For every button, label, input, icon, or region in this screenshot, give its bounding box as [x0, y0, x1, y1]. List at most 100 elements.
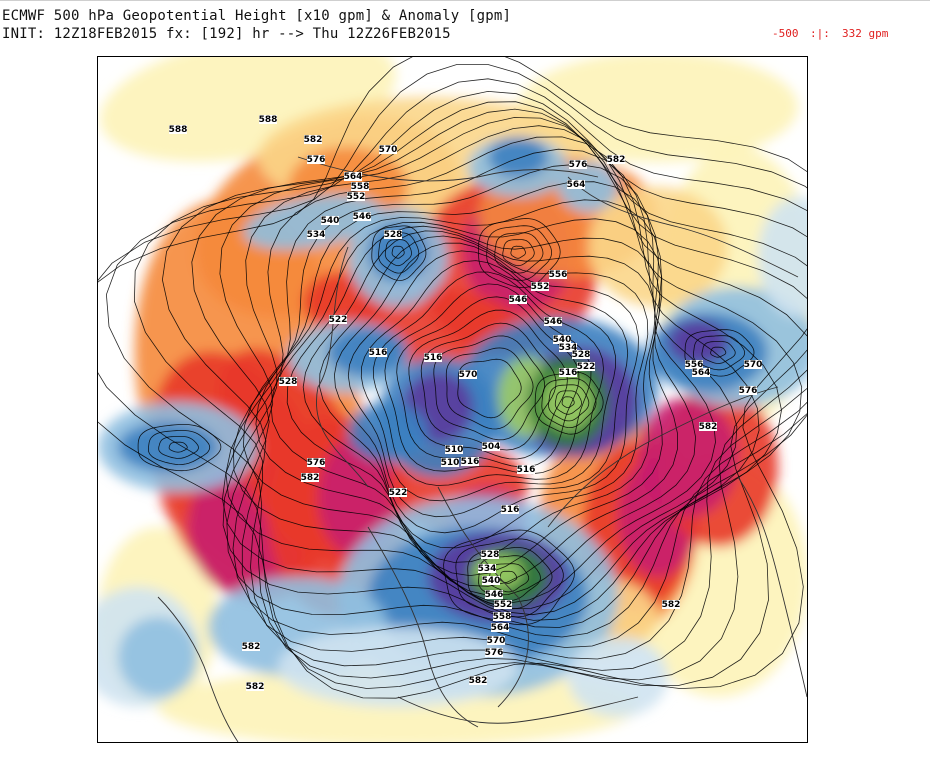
contour-label: 540 [482, 576, 501, 586]
anomaly-range-min: -500 [772, 27, 799, 40]
contour-label: 552 [494, 600, 513, 610]
anomaly-shading [98, 57, 807, 742]
contour-label: 546 [509, 295, 527, 305]
contour-label: 534 [307, 230, 326, 240]
contour-label: 582 [607, 155, 626, 165]
svg-text:582: 582 [304, 135, 323, 145]
contour-label: 582 [242, 642, 261, 652]
forecast-map: 588 588 582 576 570 564 558 552 546 540 534 528 522 5… [97, 56, 808, 743]
svg-text:516: 516 [517, 465, 536, 475]
svg-text:552: 552 [531, 282, 550, 292]
contour-label: 552 [531, 282, 550, 292]
contour-label: 510 [445, 445, 464, 455]
contour-label: 534 [559, 343, 578, 353]
svg-text:534: 534 [559, 343, 578, 353]
svg-text:570: 570 [459, 370, 478, 380]
contour-label: 558 [351, 182, 369, 192]
contour-label: 558 [493, 612, 512, 622]
svg-text:556: 556 [549, 270, 568, 280]
contour-label: 576 [307, 458, 326, 468]
svg-text:528: 528 [384, 230, 403, 240]
svg-text:552: 552 [494, 600, 513, 610]
svg-text:510: 510 [441, 458, 460, 468]
svg-text:516: 516 [559, 368, 578, 378]
svg-text:582: 582 [246, 682, 265, 692]
contour-label: 546 [544, 317, 563, 327]
contour-label: 570 [487, 636, 506, 646]
svg-text:570: 570 [744, 360, 763, 370]
svg-text:546: 546 [544, 317, 563, 327]
svg-text:522: 522 [329, 315, 348, 325]
contour-label: 522 [329, 315, 348, 325]
svg-text:540: 540 [553, 335, 572, 345]
contour-label: 522 [389, 488, 408, 498]
svg-text:540: 540 [482, 576, 501, 586]
contour-label: 564 [344, 172, 362, 182]
contour-label: 516 [559, 368, 578, 378]
svg-text:510: 510 [445, 445, 464, 455]
svg-text:534: 534 [478, 564, 497, 574]
svg-text:522: 522 [389, 488, 408, 498]
svg-text:534: 534 [307, 230, 326, 240]
contour-label: 528 [384, 230, 403, 240]
svg-text:570: 570 [379, 145, 398, 155]
contour-label: 546 [353, 212, 372, 222]
contour-label: 516 [461, 457, 480, 467]
contour-label: 516 [424, 353, 443, 363]
svg-text:516: 516 [424, 353, 443, 363]
contour-label: 588 [169, 125, 188, 135]
contour-label: 570 [459, 370, 478, 380]
svg-text:576: 576 [307, 458, 326, 468]
contour-label: 582 [246, 682, 265, 692]
contour-label: 582 [699, 422, 717, 432]
anomaly-range-max: 332 gpm [842, 27, 889, 40]
svg-text:582: 582 [469, 676, 488, 686]
contour-label: 504 [482, 442, 501, 452]
svg-text:558: 558 [493, 612, 512, 622]
contour-label: 522 [577, 362, 596, 372]
svg-text:516: 516 [369, 348, 388, 358]
svg-text:576: 576 [569, 160, 588, 170]
svg-text:564: 564 [567, 180, 586, 190]
contour-label: 588 [259, 115, 278, 125]
contour-label: 576 [739, 386, 758, 396]
svg-text:546: 546 [485, 590, 504, 600]
init-time-line: INIT: 12Z18FEB2015 fx: [192] hr --> Thu … [2, 26, 451, 42]
svg-text:576: 576 [739, 386, 758, 396]
contour-label: 576 [485, 648, 504, 658]
svg-text:582: 582 [242, 642, 261, 652]
contour-label: 570 [379, 145, 398, 155]
top-divider [0, 0, 930, 1]
svg-text:576: 576 [307, 155, 326, 165]
svg-text:576: 576 [485, 648, 504, 658]
contour-label: 516 [501, 505, 519, 515]
contour-label: 528 [279, 377, 297, 387]
contour-label: 564 [567, 180, 586, 190]
anomaly-range-separator: :|: [810, 27, 830, 40]
svg-text:546: 546 [353, 212, 372, 222]
contour-label: 556 [685, 360, 703, 370]
svg-text:588: 588 [169, 125, 188, 135]
svg-text:588: 588 [259, 115, 278, 125]
svg-text:516: 516 [461, 457, 480, 467]
contour-label: 576 [307, 155, 326, 165]
contour-label: 570 [744, 360, 763, 370]
svg-text:564: 564 [692, 368, 711, 378]
contour-label: 510 [441, 458, 460, 468]
svg-text:582: 582 [607, 155, 626, 165]
contour-label: 534 [478, 564, 497, 574]
contour-label: 582 [469, 676, 488, 686]
svg-text:522: 522 [577, 362, 596, 372]
contour-label: 540 [321, 216, 339, 226]
svg-text:570: 570 [487, 636, 506, 646]
contour-label: 528 [481, 550, 499, 560]
svg-text:582: 582 [662, 600, 681, 610]
height-contours [98, 57, 807, 699]
svg-text:528: 528 [572, 350, 591, 360]
contour-label: 564 [692, 368, 711, 378]
svg-text:504: 504 [482, 442, 501, 452]
contour-label: 516 [517, 465, 536, 475]
map-title: ECMWF 500 hPa Geopotential Height [x10 g… [2, 8, 512, 24]
